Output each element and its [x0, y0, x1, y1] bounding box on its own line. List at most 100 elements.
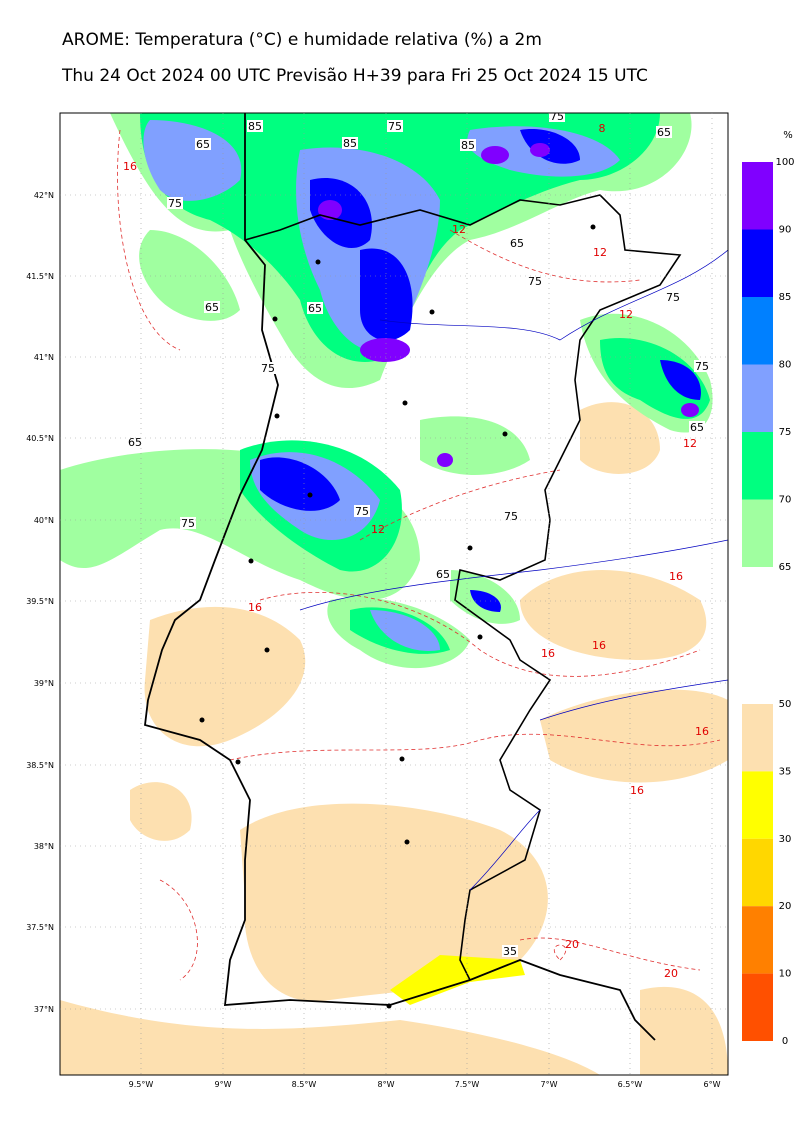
contour-label: 75	[528, 275, 542, 288]
contour-label: 75	[261, 362, 275, 375]
contour-label: 85	[343, 137, 357, 150]
contour-label: 8	[599, 122, 606, 135]
contour-label: 20	[664, 967, 678, 980]
contour-label: 65	[657, 126, 671, 139]
contour-label: 12	[683, 437, 697, 450]
contour-label: 75	[550, 110, 564, 123]
humidity-swatch	[742, 499, 773, 567]
contour-label: 16	[541, 647, 555, 660]
contour-label: 12	[452, 223, 466, 236]
temperature-swatch	[742, 973, 773, 1041]
temperature-label: 35	[779, 766, 792, 777]
contour-label: 75	[666, 291, 680, 304]
lat-label: 38.5°N	[26, 761, 54, 770]
scale-unit: %	[783, 130, 793, 141]
temperature-label: 50	[779, 699, 792, 710]
temperature-label: 20	[779, 901, 792, 912]
contour-label: 12	[593, 246, 607, 259]
contour-label-bg	[354, 505, 370, 517]
temperature-label: 0	[782, 1036, 788, 1047]
humidity-label: 80	[779, 360, 792, 371]
title: AROME: Temperatura (°C) e humidade relat…	[62, 30, 542, 50]
lon-label: 6.5°W	[618, 1080, 643, 1089]
lon-label: 7.5°W	[455, 1080, 480, 1089]
contour-label: 16	[630, 784, 644, 797]
contour-label: 75	[168, 197, 182, 210]
contour-label-bg	[665, 291, 681, 303]
humidity-swatch	[742, 229, 773, 297]
temperature-label: 30	[779, 834, 792, 845]
humidity-swatch	[742, 162, 773, 230]
contour-label-bg	[342, 137, 358, 149]
humidity-swatch	[742, 432, 773, 500]
contour-label: 75	[388, 120, 402, 133]
contour-label: 75	[695, 360, 709, 373]
contour-label-bg	[509, 237, 525, 249]
contour-label: 35	[503, 945, 517, 958]
humidity-label: 70	[779, 495, 792, 506]
temperature-swatch	[742, 771, 773, 839]
contour-label: 16	[669, 570, 683, 583]
contour-label: 85	[461, 139, 475, 152]
lon-label: 8°W	[378, 1080, 395, 1089]
lat-label: 37.5°N	[26, 923, 54, 932]
lat-label: 38°N	[34, 842, 54, 851]
contour-label-bg	[195, 138, 211, 150]
contour-label: 75	[504, 510, 518, 523]
contour-label: 12	[619, 308, 633, 321]
contour-label: 85	[248, 120, 262, 133]
contour-label: 65	[510, 237, 524, 250]
contour-label-bg	[502, 945, 518, 957]
contour-label-bg	[549, 113, 565, 122]
contour-label: 65	[196, 138, 210, 151]
lat-label: 41.5°N	[26, 272, 54, 281]
contour-label-bg	[503, 510, 519, 522]
subtitle: Thu 24 Oct 2024 00 UTC Previsão H+39 par…	[62, 66, 648, 86]
lat-label: 39.5°N	[26, 597, 54, 606]
contour-label: 65	[436, 568, 450, 581]
humidity-label: 100	[775, 157, 794, 168]
lat-label: 40°N	[34, 516, 54, 525]
humidity-label: 65	[779, 562, 792, 573]
contour-label-bg	[527, 275, 543, 287]
humidity-swatch	[742, 364, 773, 432]
temperature-label: 10	[779, 969, 792, 980]
contour-label: 16	[123, 160, 137, 173]
contour-label: 12	[371, 523, 385, 536]
contour-label-bg	[307, 302, 323, 314]
temperature-swatch	[742, 906, 773, 974]
contour-label-bg	[180, 517, 196, 529]
contour-label: 65	[128, 436, 142, 449]
lon-label: 9.5°W	[129, 1080, 154, 1089]
contour-label: 16	[695, 725, 709, 738]
humidity-label: 85	[779, 292, 792, 303]
contour-label-bg	[127, 436, 143, 448]
contour-label-bg	[656, 126, 672, 138]
lon-label: 8.5°W	[292, 1080, 317, 1089]
lat-label: 39°N	[34, 679, 54, 688]
temperature-swatch	[742, 838, 773, 907]
contour-label-bg	[167, 197, 183, 209]
lat-label: 40.5°N	[26, 434, 54, 443]
contour-label-bg	[204, 301, 220, 313]
contour-label-bg	[247, 120, 263, 132]
lon-label: 7°W	[541, 1080, 558, 1089]
contour-label: 65	[205, 301, 219, 314]
contour-label-bg	[260, 362, 276, 374]
contour-label-bg	[689, 421, 705, 433]
contour-label: 65	[690, 421, 704, 434]
contour-label: 75	[355, 505, 369, 518]
contour-label: 75	[181, 517, 195, 530]
map-frame	[59, 112, 729, 1076]
contour-label-bg	[435, 568, 451, 580]
contour-label: 16	[248, 601, 262, 614]
temperature-swatch	[742, 704, 773, 772]
lat-label: 42°N	[34, 191, 54, 200]
humidity-label: 90	[779, 225, 792, 236]
contour-label-bg	[694, 360, 710, 372]
contour-label: 16	[592, 639, 606, 652]
lon-label: 9°W	[215, 1080, 232, 1089]
humidity-swatch	[742, 297, 773, 365]
humidity-label: 75	[779, 427, 792, 438]
